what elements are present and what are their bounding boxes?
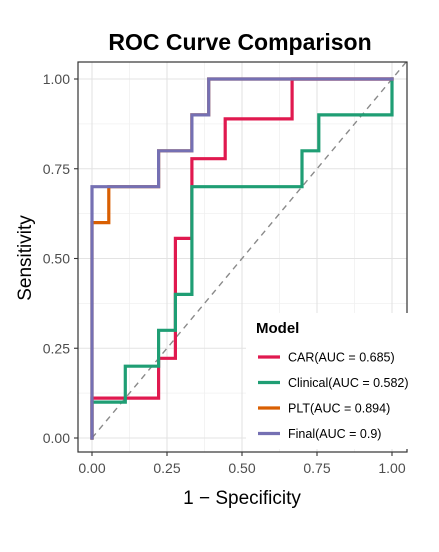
x-tick-label: 0.00 — [78, 460, 105, 476]
x-tick-label: 0.25 — [153, 460, 180, 476]
y-axis-ticks: 0.00 0.25 0.50 0.75 1.00 — [43, 71, 78, 446]
y-tick-label: 1.00 — [43, 71, 70, 87]
x-tick-label: 0.50 — [228, 460, 255, 476]
chart-title: ROC Curve Comparison — [108, 29, 371, 55]
reference-diagonal — [91, 60, 408, 439]
legend-label: PLT(AUC = 0.894) — [288, 402, 390, 416]
legend-label: CAR(AUC = 0.685) — [288, 351, 395, 365]
legend: Model CAR(AUC = 0.685) Clinical(AUC = 0.5… — [246, 313, 412, 449]
legend-title: Model — [256, 320, 299, 337]
roc-line-series-2 — [90, 77, 394, 440]
y-tick-label: 0.50 — [43, 251, 70, 267]
y-tick-label: 0.25 — [43, 340, 70, 356]
y-tick-label: 0.75 — [43, 161, 70, 177]
x-tick-label: 0.75 — [303, 460, 330, 476]
legend-label: Clinical(AUC = 0.582) — [288, 376, 409, 390]
plot-panel — [77, 60, 408, 453]
x-axis-ticks: 0.00 0.25 0.50 0.75 1.00 — [78, 452, 406, 476]
y-axis-title: Sensitivity — [15, 215, 36, 301]
legend-items: CAR(AUC = 0.685) Clinical(AUC = 0.582) PLT… — [258, 351, 409, 441]
x-tick-label: 1.00 — [378, 460, 405, 476]
x-axis-title: 1 − Specificity — [183, 488, 301, 509]
legend-label: Final(AUC = 0.9) — [288, 427, 381, 441]
roc-series — [90, 77, 394, 440]
roc-line-series-4 — [90, 77, 394, 440]
y-tick-label: 0.00 — [43, 430, 70, 446]
